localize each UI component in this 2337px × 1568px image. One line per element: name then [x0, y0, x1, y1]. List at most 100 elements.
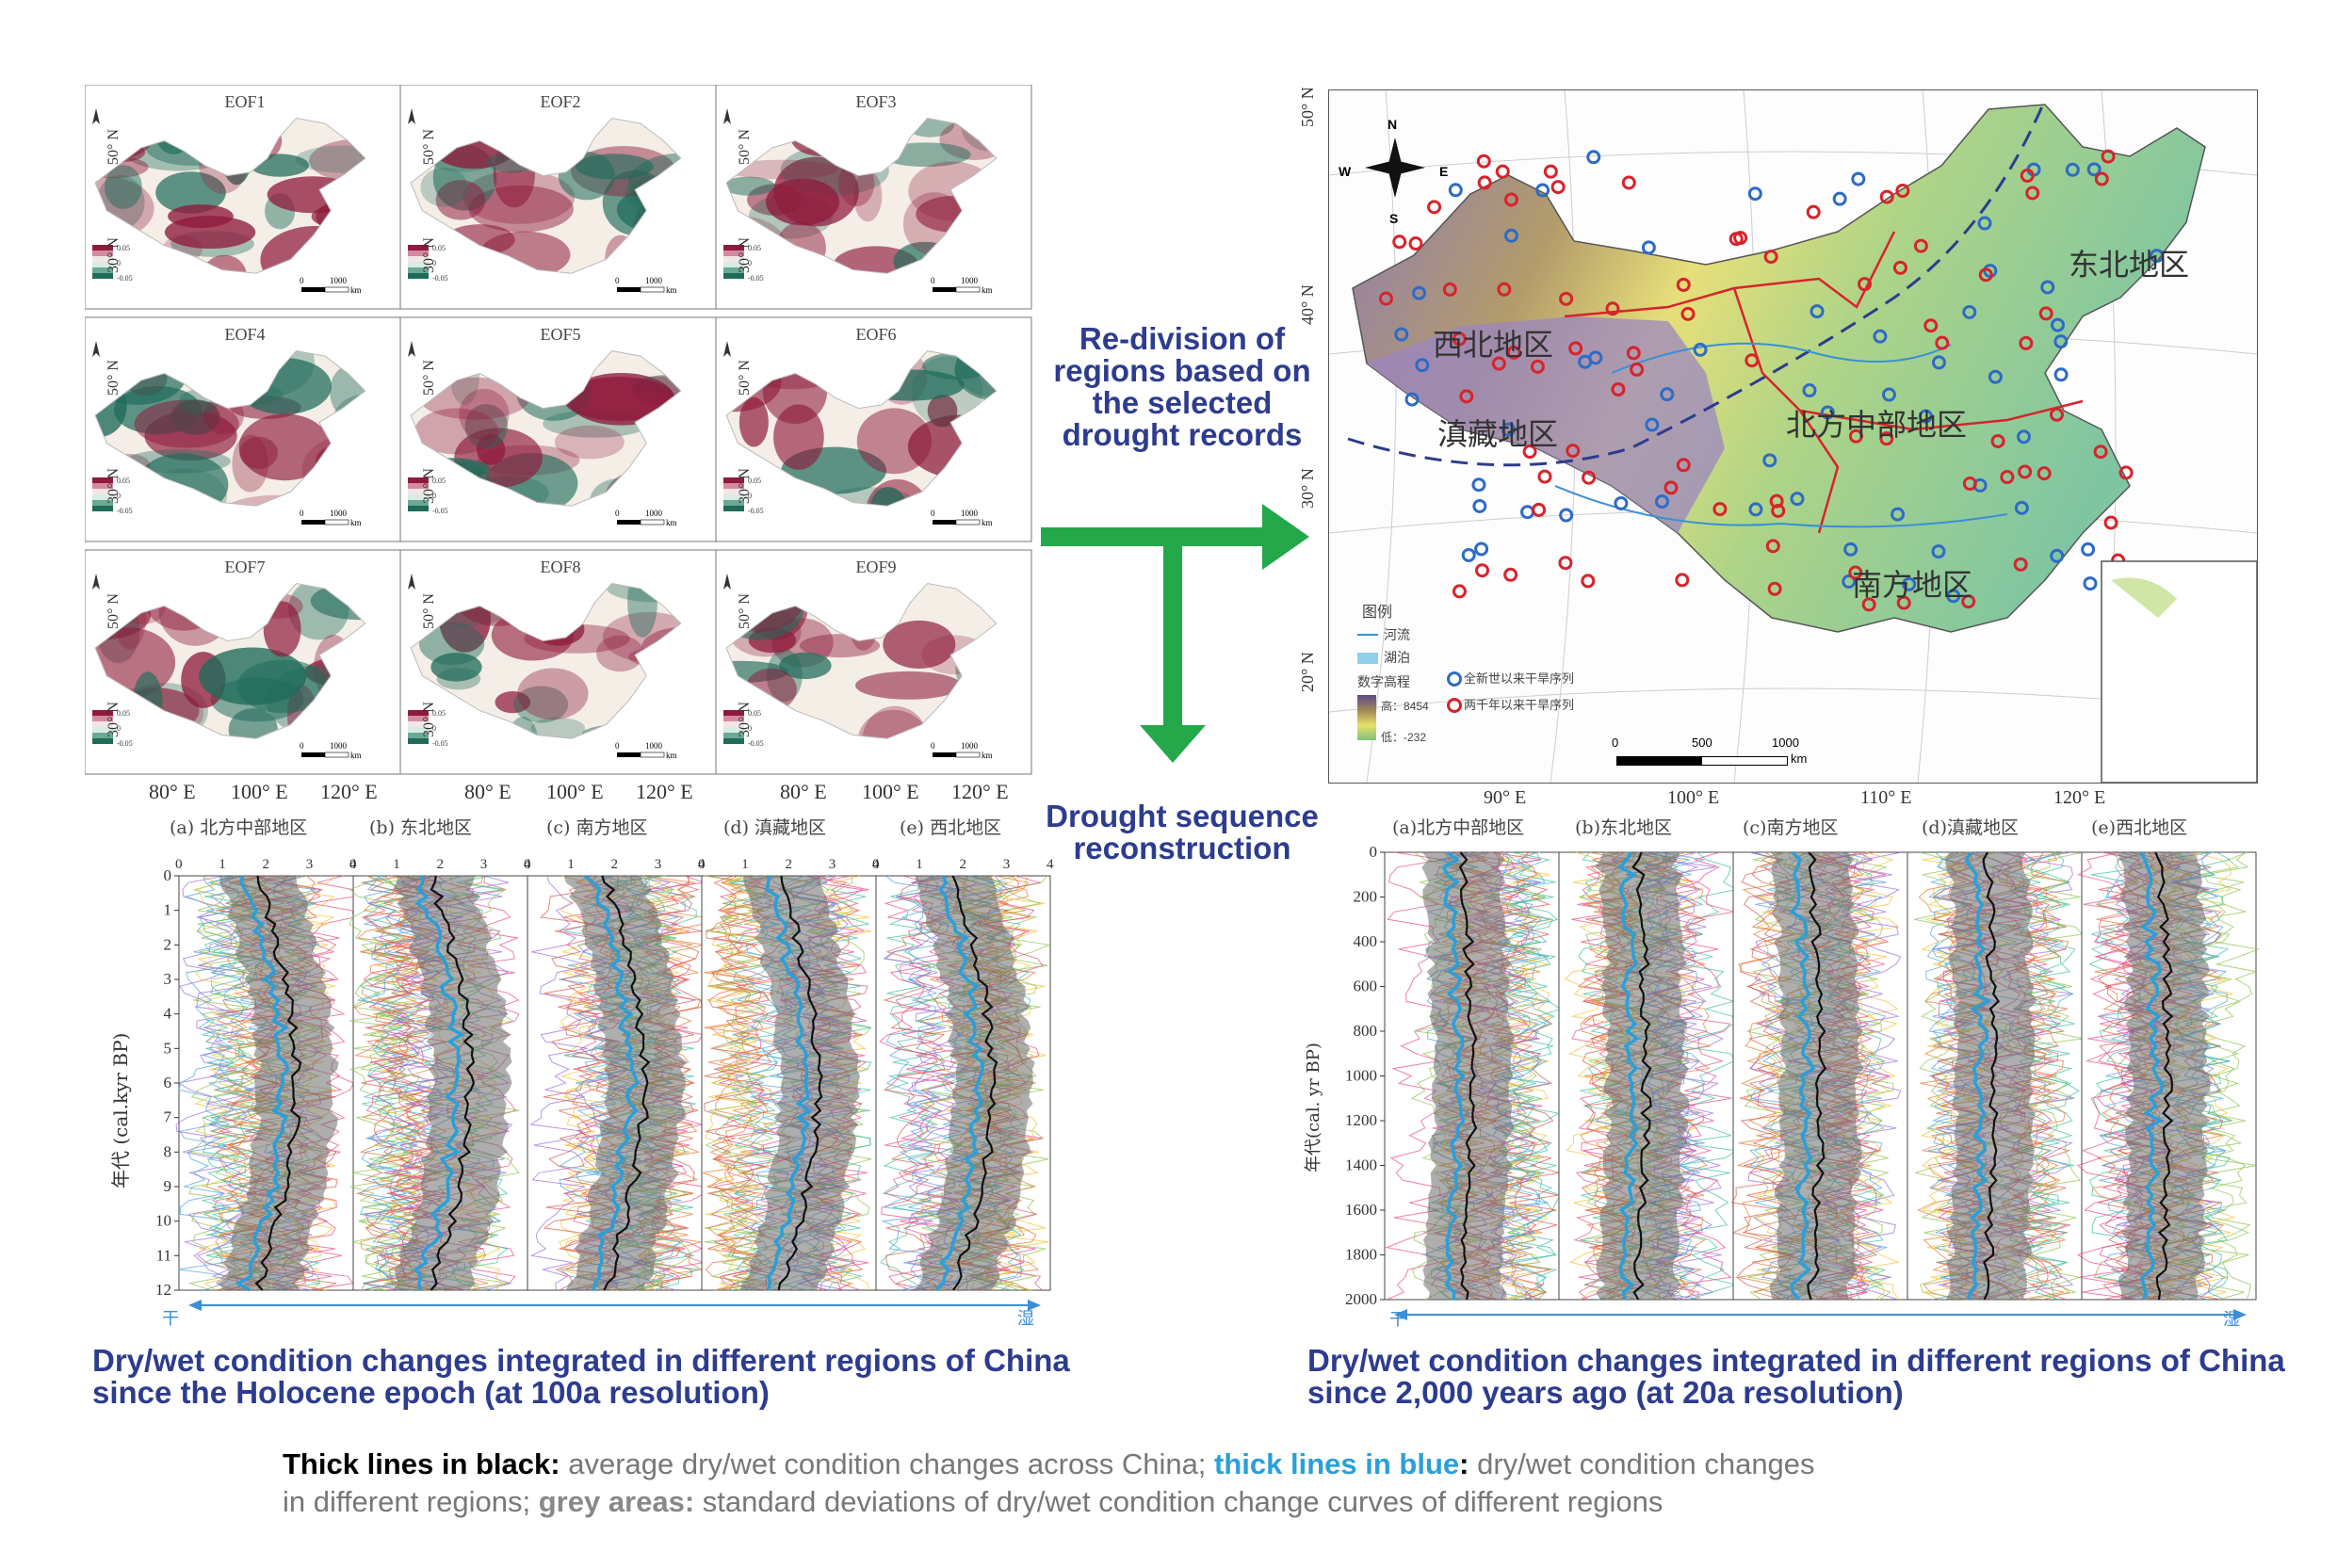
right-arrow — [1041, 504, 1309, 570]
eof-scalebar-1000: 1000 — [961, 741, 979, 751]
eof-blob — [464, 403, 509, 449]
strip-panel-0 — [1384, 850, 1562, 1301]
twok-site-marker — [1745, 353, 1760, 368]
twok-site-marker — [2000, 470, 2015, 485]
eof-blob — [495, 690, 531, 714]
record-line — [706, 875, 769, 1291]
eof-blob — [420, 167, 468, 207]
eof-scalebar-km: km — [350, 751, 362, 760]
map-lon-110: 110° E — [1860, 787, 1912, 808]
eof-lat-30-r3c2: 30° N — [421, 702, 437, 737]
y-tick-label: 1800 — [1345, 1246, 1377, 1264]
record-line — [705, 875, 767, 1291]
holocene-site-marker — [1931, 544, 1946, 559]
twok-site-marker — [2038, 306, 2053, 321]
regional-line — [1441, 850, 1466, 1301]
regional-line — [413, 875, 465, 1291]
eof-scale-swatch — [723, 738, 744, 744]
twok-site-marker — [1452, 584, 1467, 599]
map-lat-30: 30° N — [1298, 468, 1317, 509]
y-tick-label: 5 — [164, 1039, 172, 1057]
twok-site-marker — [2093, 445, 2108, 460]
record-line — [1482, 851, 1543, 1301]
std-deviation-band — [218, 876, 339, 1290]
eof-outline-5 — [410, 350, 682, 507]
y-tick-label: 10 — [155, 1212, 171, 1230]
eof-blob — [435, 180, 486, 220]
twok-site-marker — [1392, 234, 1407, 250]
eof-scale-swatch — [92, 710, 113, 716]
eof-scale-swatch — [92, 716, 113, 721]
eof-blob — [856, 408, 933, 475]
eof-lat-50-r2c3: 50° N — [737, 360, 753, 396]
holocene-site-marker — [1810, 304, 1825, 319]
eof-scale-label: 0 — [432, 259, 436, 267]
holocene-site-marker — [1461, 547, 1476, 562]
holocene-wet-label: 湿 — [1017, 1309, 1034, 1328]
eof-title-1: EOF1 — [224, 92, 266, 111]
eof-scale-label: 0.05 — [748, 709, 761, 718]
twok-site-marker — [1378, 291, 1393, 306]
holocene-site-marker — [1501, 422, 1517, 437]
legend-lake-box — [1357, 653, 1378, 664]
eof-scale-label: 0 — [748, 492, 752, 500]
twok-site-marker — [1767, 581, 1782, 596]
eof-title-6: EOF6 — [855, 325, 897, 344]
eof-blob — [862, 705, 929, 739]
eof-blob — [883, 620, 956, 669]
eof-scale-label: -0.05 — [117, 274, 133, 283]
x-tick-label: 1 — [741, 857, 749, 872]
twok-site-marker — [1990, 433, 2005, 448]
x-tick-label: 0 — [175, 857, 183, 872]
eof-lon-100-c1: 100° E — [231, 780, 288, 803]
compass-n: N — [1388, 117, 1398, 132]
record-line — [1677, 851, 1739, 1301]
twok-site-marker — [1923, 318, 1939, 333]
holocene-site-marker — [1559, 508, 1574, 523]
eof-scale-swatch — [408, 710, 429, 716]
holocene-site-marker — [2053, 367, 2069, 382]
eof-title-7: EOF7 — [224, 558, 266, 576]
eof-scale-swatch — [408, 262, 429, 267]
holocene-site-marker — [1977, 216, 1992, 231]
arrow-left-head — [1394, 1309, 1407, 1320]
std-deviation-band — [1769, 852, 1864, 1300]
eof-scalebar-half — [324, 286, 349, 293]
eof-scale-swatch — [92, 506, 113, 511]
y-tick-label: 3 — [164, 970, 172, 988]
x-tick-label: 0 — [349, 857, 357, 872]
eof-scale-label: -0.05 — [432, 739, 448, 748]
region-label-north-central: 北方中部地区 — [1786, 407, 1968, 443]
twok-site-marker — [1477, 175, 1492, 190]
eof-blob — [238, 413, 332, 481]
region-map-canvas — [1329, 90, 2257, 783]
record-line — [712, 875, 774, 1291]
china-average-line — [1807, 851, 1827, 1301]
eof-blob — [459, 388, 510, 441]
twok-site-marker — [1530, 359, 1545, 374]
eof-scalebar-half — [324, 519, 349, 525]
eof-scale-swatch — [408, 716, 429, 721]
legend-line-2: in different regions; grey areas: standa… — [283, 1483, 2167, 1521]
eof-scale-swatch — [408, 489, 429, 494]
eof-blob — [773, 404, 824, 470]
twok-site-marker — [1605, 301, 1620, 316]
twok-site-marker — [1895, 184, 1910, 199]
twok-site-marker — [1861, 597, 1876, 612]
eof-scale-swatch — [723, 489, 744, 494]
eof-lon-100-c2: 100° E — [546, 780, 604, 803]
eof-scale-swatch — [92, 245, 113, 251]
eof-outline-9 — [725, 582, 998, 739]
eof-scalebar-half — [955, 286, 981, 293]
legend-holocene-marker — [1447, 671, 1462, 687]
twok-site-marker — [1581, 574, 1596, 589]
eof-blob — [202, 254, 247, 274]
holocene-site-marker — [1412, 285, 1427, 300]
holocene-site-marker — [2016, 429, 2031, 445]
eof-scale-swatch — [408, 273, 429, 279]
twok-site-marker — [1559, 291, 1574, 306]
strip-panel-1 — [1558, 851, 1739, 1301]
record-line — [194, 875, 254, 1291]
x-tick-label: 1 — [219, 857, 226, 872]
